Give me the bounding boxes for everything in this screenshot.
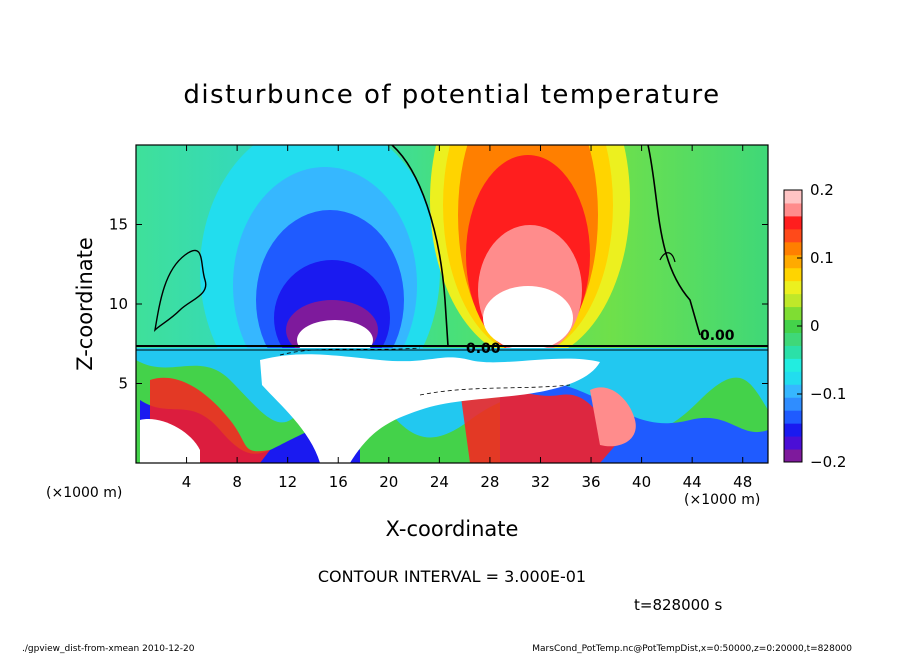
chart-title: disturbunce of potential temperature bbox=[183, 80, 720, 110]
x-tick-label: 24 bbox=[430, 473, 449, 491]
contour-label-2: 0.00 bbox=[700, 328, 735, 344]
colorbar-segment bbox=[784, 345, 802, 359]
footer-left: ./gpview_dist-from-xmean 2010-12-20 bbox=[22, 644, 195, 654]
x-tick-label: 36 bbox=[581, 473, 600, 491]
contour-line-2 bbox=[647, 145, 701, 336]
contour-interval: CONTOUR INTERVAL = 3.000E-01 bbox=[318, 567, 586, 586]
colorbar-segment bbox=[784, 332, 802, 346]
x-tick-label: 16 bbox=[329, 473, 348, 491]
warm-plume-core bbox=[483, 286, 573, 350]
contour-label-1: 0.00 bbox=[466, 341, 501, 357]
y-axis-ticks: 5 10 15 bbox=[109, 216, 768, 393]
colorbar-segment bbox=[784, 280, 802, 295]
y-tick-label: 10 bbox=[109, 295, 128, 313]
x-tick-label: 8 bbox=[232, 473, 242, 491]
colorbar-segment bbox=[784, 228, 802, 243]
lower-white-region-2 bbox=[140, 419, 200, 463]
x-tick-label: 40 bbox=[632, 473, 651, 491]
x-tick-label: 4 bbox=[182, 473, 192, 491]
x-tick-label: 44 bbox=[683, 473, 702, 491]
colorbar-segment bbox=[784, 267, 802, 282]
contour-line-1 bbox=[391, 145, 449, 347]
colorbar-segment bbox=[784, 423, 802, 437]
contour-line-3 bbox=[153, 249, 207, 333]
x-tick-label: 48 bbox=[733, 473, 752, 491]
colorbar-segment bbox=[784, 306, 802, 321]
x-axis-ticks: 4 8 12 16 20 24 28 32 36 40 44 48 bbox=[182, 145, 752, 491]
colorbar-segment bbox=[784, 436, 802, 450]
contour-dashed-2 bbox=[419, 384, 571, 396]
colorbar-ticks: 0.2 0.1 0 −0.1 −0.2 bbox=[797, 181, 846, 471]
colorbar-segment bbox=[784, 397, 802, 411]
colorbar-segments bbox=[784, 190, 802, 463]
colorbar-segment bbox=[784, 293, 802, 308]
colorbar-tick-label: 0.2 bbox=[810, 181, 834, 199]
lower-white-region bbox=[260, 354, 600, 463]
colorbar-segment bbox=[784, 449, 802, 463]
heatmap-field bbox=[136, 145, 768, 463]
y-tick-label: 5 bbox=[118, 375, 128, 393]
x-axis-label: X-coordinate bbox=[386, 517, 519, 541]
x-tick-label: 28 bbox=[480, 473, 499, 491]
colorbar: 0.2 0.1 0 −0.1 −0.2 bbox=[783, 181, 846, 471]
x-unit-left: (×1000 m) bbox=[46, 485, 122, 501]
colorbar-segment bbox=[784, 202, 802, 217]
contour-line-4 bbox=[659, 252, 676, 263]
x-unit-right: (×1000 m) bbox=[684, 492, 760, 508]
colorbar-segment bbox=[784, 384, 802, 398]
colorbar-tick-label: −0.1 bbox=[810, 385, 846, 403]
y-axis-label: Z-coordinate bbox=[73, 237, 97, 371]
colorbar-segment bbox=[784, 371, 802, 385]
y-tick-label: 15 bbox=[109, 216, 128, 234]
lower-red-band-2 bbox=[460, 387, 620, 463]
lower-pink-patch bbox=[590, 387, 636, 447]
colorbar-segment bbox=[784, 241, 802, 256]
colorbar-tick-label: −0.2 bbox=[810, 453, 846, 471]
colorbar-segment bbox=[784, 215, 802, 230]
footer-right: MarsCond_PotTemp.nc@PotTempDist,x=0:5000… bbox=[532, 644, 852, 654]
colorbar-segment bbox=[784, 190, 802, 204]
time-label: t=828000 s bbox=[634, 596, 722, 614]
colorbar-tick-label: 0 bbox=[810, 317, 820, 335]
colorbar-segment bbox=[784, 410, 802, 424]
colorbar-segment bbox=[784, 358, 802, 372]
contour-dashed-1 bbox=[279, 347, 421, 356]
x-tick-label: 32 bbox=[531, 473, 550, 491]
x-tick-label: 20 bbox=[379, 473, 398, 491]
colorbar-segment bbox=[784, 254, 802, 269]
x-tick-label: 12 bbox=[278, 473, 297, 491]
colorbar-segment bbox=[784, 319, 802, 333]
colorbar-tick-label: 0.1 bbox=[810, 249, 834, 267]
